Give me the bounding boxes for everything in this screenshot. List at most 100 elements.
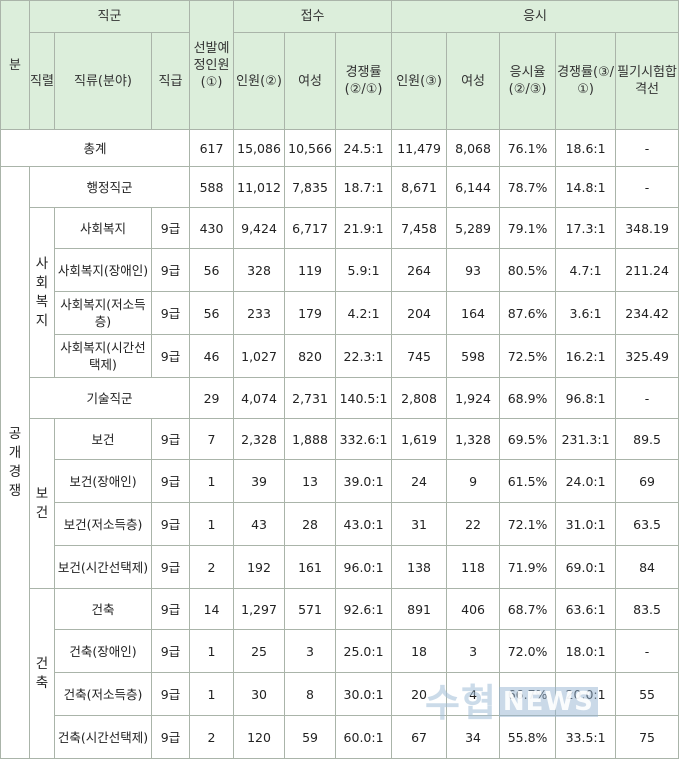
table-cell: 17.3:1: [555, 207, 617, 249]
group-cell: 6,144: [446, 166, 501, 208]
table-row: 보건(저소득층) 9급 1 43 28 43.0:1 31 22 72.1% 3…: [1, 502, 680, 546]
side-label-text: 공개경쟁: [8, 425, 22, 499]
table-row: 건축(저소득층) 9급 1 30 8 30.0:1 20 4 66.7% 20.…: [1, 672, 680, 716]
table-cell: 20: [391, 672, 448, 716]
group-cell: 96.8:1: [555, 377, 617, 419]
table-cell: 46: [189, 334, 235, 378]
group-row-tech: 기술직군 29 4,074 2,731 140.5:1 2,808 1,924 …: [1, 377, 680, 419]
group-cell: 2,808: [391, 377, 448, 419]
group-cell: -: [615, 166, 680, 208]
table-row: 건축(시간선택제) 9급 2 120 59 60.0:1 67 34 55.8%…: [1, 715, 680, 759]
row-name: 건축(시간선택제): [54, 715, 152, 759]
total-cell: 8,068: [446, 129, 501, 167]
row-grade: 9급: [150, 334, 191, 378]
row-grade: 9급: [150, 502, 191, 546]
table-row: 사회복지(시간선택제) 9급 46 1,027 820 22.3:1 745 5…: [1, 334, 680, 378]
table-cell: 325.49: [615, 334, 680, 378]
header-yeoseong2: 여성: [446, 32, 501, 130]
table-cell: 231.3:1: [555, 418, 617, 460]
row-name: 보건(저소득층): [54, 502, 152, 546]
table-cell: 264: [391, 248, 448, 292]
table-cell: 33.5:1: [555, 715, 617, 759]
table-cell: 211.24: [615, 248, 680, 292]
table-cell: 4.2:1: [335, 291, 393, 335]
row-grade: 9급: [150, 459, 191, 503]
table-cell: 8: [284, 672, 337, 716]
row-name: 사회복지: [54, 207, 152, 249]
table-cell: 120: [233, 715, 286, 759]
table-cell: 55: [615, 672, 680, 716]
row-grade: 9급: [150, 715, 191, 759]
header-gyeongjaeng21: 경쟁률(②/①): [335, 32, 393, 130]
table-cell: 571: [284, 588, 337, 630]
header-jikryeol: 직렬: [29, 32, 55, 130]
table-cell: 72.1%: [499, 502, 557, 546]
header-eungsiyul: 응시율(②/③): [499, 32, 557, 130]
table-cell: 119: [284, 248, 337, 292]
table-cell: -: [615, 629, 680, 673]
table-cell: 63.6:1: [555, 588, 617, 630]
header-gyeongjaeng31: 경쟁률(③/①): [555, 32, 617, 130]
table-cell: 68.7%: [499, 588, 557, 630]
table-cell: 7,458: [391, 207, 448, 249]
table-cell: 18.0:1: [555, 629, 617, 673]
group-cell: 68.9%: [499, 377, 557, 419]
row-name: 건축: [54, 588, 152, 630]
group-cell: 1,924: [446, 377, 501, 419]
table-cell: 1: [189, 629, 235, 673]
table-cell: 4: [446, 672, 501, 716]
table-cell: 598: [446, 334, 501, 378]
table-cell: 92.6:1: [335, 588, 393, 630]
series-label: 건축: [29, 588, 55, 759]
table-cell: 4.7:1: [555, 248, 617, 292]
row-grade: 9급: [150, 248, 191, 292]
header-pilgi: 필기시험합격선: [615, 32, 680, 130]
total-cell: 617: [189, 129, 235, 167]
table-row: 사회복지(장애인) 9급 56 328 119 5.9:1 264 93 80.…: [1, 248, 680, 292]
table-cell: 1,619: [391, 418, 448, 460]
table-cell: 1,297: [233, 588, 286, 630]
table-cell: 16.2:1: [555, 334, 617, 378]
table-cell: 18: [391, 629, 448, 673]
group-cell: -: [615, 377, 680, 419]
table-cell: 61.5%: [499, 459, 557, 503]
row-name: 사회복지(장애인): [54, 248, 152, 292]
row-name: 건축(저소득층): [54, 672, 152, 716]
table-cell: 87.6%: [499, 291, 557, 335]
table-cell: 69.0:1: [555, 545, 617, 589]
table-cell: 69.5%: [499, 418, 557, 460]
table-cell: 2: [189, 715, 235, 759]
table-cell: 60.0:1: [335, 715, 393, 759]
header-jikgun: 직군: [28, 0, 191, 33]
total-cell: 10,566: [284, 129, 337, 167]
table-cell: 164: [446, 291, 501, 335]
table-cell: 84: [615, 545, 680, 589]
table-cell: 6,717: [284, 207, 337, 249]
table-row: 보건 보건 9급 7 2,328 1,888 332.6:1 1,619 1,3…: [1, 418, 680, 589]
table-cell: 72.0%: [499, 629, 557, 673]
header-jeopsu: 접수: [233, 0, 393, 33]
table-cell: 25.0:1: [335, 629, 393, 673]
table-cell: 1: [189, 502, 235, 546]
table-row: 건축(장애인) 9급 1 25 3 25.0:1 18 3 72.0% 18.0…: [1, 629, 680, 673]
table-cell: 1: [189, 672, 235, 716]
row-grade: 9급: [150, 672, 191, 716]
table-cell: 24.0:1: [555, 459, 617, 503]
table-cell: 13: [284, 459, 337, 503]
table-cell: 891: [391, 588, 448, 630]
table-cell: 39: [233, 459, 286, 503]
header-inwon2: 인원(②): [233, 32, 286, 130]
table-cell: 79.1%: [499, 207, 557, 249]
table-cell: 332.6:1: [335, 418, 393, 460]
table-cell: 1: [189, 459, 235, 503]
row-name: 사회복지(시간선택제): [54, 334, 152, 378]
table-cell: 55.8%: [499, 715, 557, 759]
table-cell: 28: [284, 502, 337, 546]
table-cell: 80.5%: [499, 248, 557, 292]
table-cell: 1,027: [233, 334, 286, 378]
table-cell: 63.5: [615, 502, 680, 546]
group-cell: 78.7%: [499, 166, 557, 208]
row-name: 보건(시간선택제): [54, 545, 152, 589]
total-cell: 15,086: [233, 129, 286, 167]
